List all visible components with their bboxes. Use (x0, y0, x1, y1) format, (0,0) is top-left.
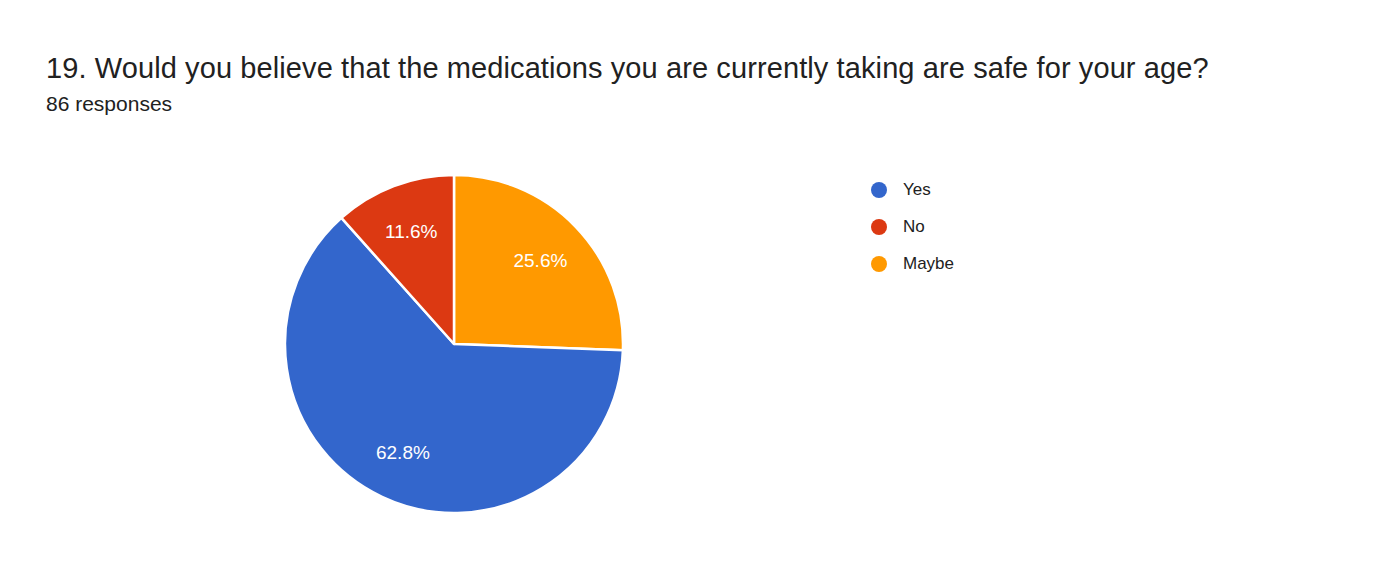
legend-dot-maybe-icon (871, 256, 887, 272)
legend-label-maybe: Maybe (903, 255, 954, 272)
legend-dot-yes-icon (871, 182, 887, 198)
legend-label-yes: Yes (903, 181, 931, 198)
legend-item-maybe: Maybe (871, 255, 954, 272)
chart-legend: Yes No Maybe (871, 181, 954, 272)
pie-slice-percent-label-no: 11.6% (385, 221, 438, 242)
legend-dot-no-icon (871, 219, 887, 235)
pie-slice-percent-label-yes: 62.8% (376, 442, 430, 463)
legend-item-no: No (871, 218, 954, 235)
pie-chart: 25.6% 62.8% 11.6% (0, 0, 1380, 581)
legend-label-no: No (903, 218, 925, 235)
legend-item-yes: Yes (871, 181, 954, 198)
pie-slice-percent-label-maybe: 25.6% (513, 250, 567, 271)
